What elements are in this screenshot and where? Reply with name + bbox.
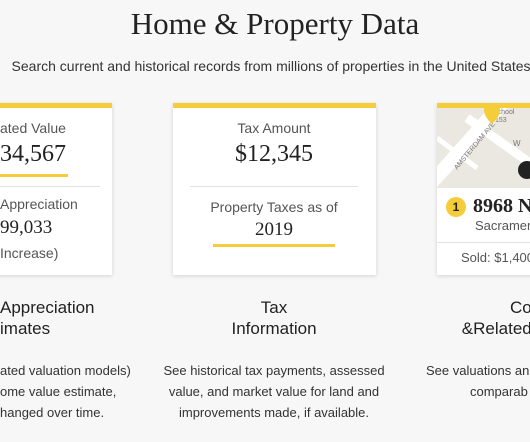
accent-line <box>0 174 68 177</box>
accent-line <box>213 244 335 247</box>
heading-line: imates <box>0 319 51 338</box>
text-line: ated valuation models) <box>0 363 131 378</box>
feature-heading: Co &Related <box>458 297 530 339</box>
feature-text: See historical tax payments, assessed val… <box>163 360 384 423</box>
card-value: 34,567 <box>0 141 66 167</box>
text-line: value, and market value for land and <box>168 384 380 399</box>
separator <box>0 186 100 187</box>
map: AMSTERDAM AVE School 153 W <box>437 108 530 188</box>
address: 8968 N <box>473 195 530 217</box>
card-label: ated Value <box>0 120 66 136</box>
map-school: School <box>493 109 515 116</box>
pin-number: 1 <box>453 200 460 214</box>
feature-text: See valuations an comparab <box>426 360 529 402</box>
feature-heading: Appreciation imates <box>0 297 95 339</box>
map-pin <box>484 108 500 124</box>
text-line: comparab <box>470 384 528 399</box>
heading-line: Information <box>231 319 317 338</box>
feature-text: ated valuation models) ome value estimate… <box>0 360 131 423</box>
text-line: hanged over time. <box>0 405 105 420</box>
estimate-card[interactable] <box>0 103 112 275</box>
text-line: ome value estimate, <box>0 384 117 399</box>
sold: Sold: $1,400 <box>461 250 530 265</box>
city: Sacrament <box>475 218 530 233</box>
text-line: improvements made, if available. <box>178 405 370 420</box>
card-sub-label: Appreciation <box>0 196 78 212</box>
heading-line: &Related <box>461 319 530 338</box>
feature-heading: Tax Information <box>231 297 316 339</box>
map-marker <box>518 161 530 179</box>
card-label: Tax Amount <box>237 120 311 136</box>
card-sub-label: Property Taxes as of <box>210 199 338 215</box>
title: Home & Property Data <box>130 6 420 41</box>
map-school-no: 153 <box>495 117 507 124</box>
card-sub-value: 99,033 <box>0 217 53 238</box>
text-line: See valuations an <box>426 363 530 378</box>
text-line: See historical tax payments, assessed <box>163 363 385 378</box>
separator <box>437 242 530 243</box>
heading-line: Tax <box>260 298 288 317</box>
separator <box>190 186 358 187</box>
card-sub-value: 2019 <box>255 219 293 240</box>
subtitle: Search current and historical records fr… <box>11 58 530 74</box>
pin-badge: 1 <box>446 197 466 217</box>
card-note: Increase) <box>0 245 59 261</box>
map-corner: W <box>513 139 521 148</box>
heading-line: Co <box>510 298 530 317</box>
heading-line: Appreciation <box>0 298 95 317</box>
card-value: $12,345 <box>235 141 313 167</box>
